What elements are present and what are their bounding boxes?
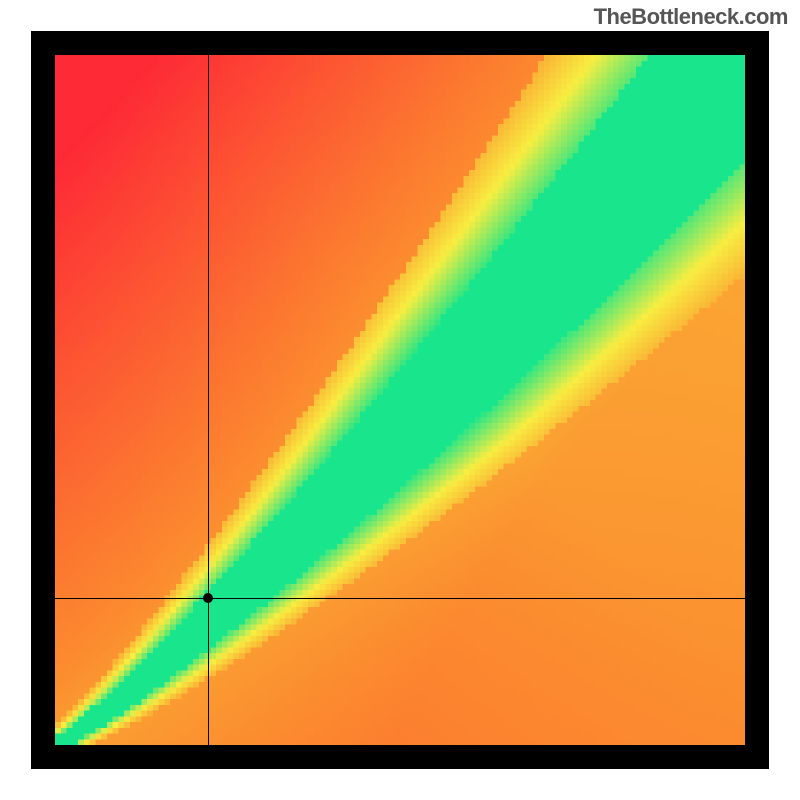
crosshair-vertical (208, 55, 209, 745)
frame-border-left (31, 31, 55, 769)
frame-border-bottom (31, 745, 769, 769)
frame-border-top (31, 31, 769, 55)
frame-border-right (745, 31, 769, 769)
crosshair-horizontal (55, 598, 745, 599)
heatmap-canvas (55, 55, 745, 745)
chart-container: TheBottleneck.com (0, 0, 800, 800)
watermark-text: TheBottleneck.com (594, 4, 788, 30)
